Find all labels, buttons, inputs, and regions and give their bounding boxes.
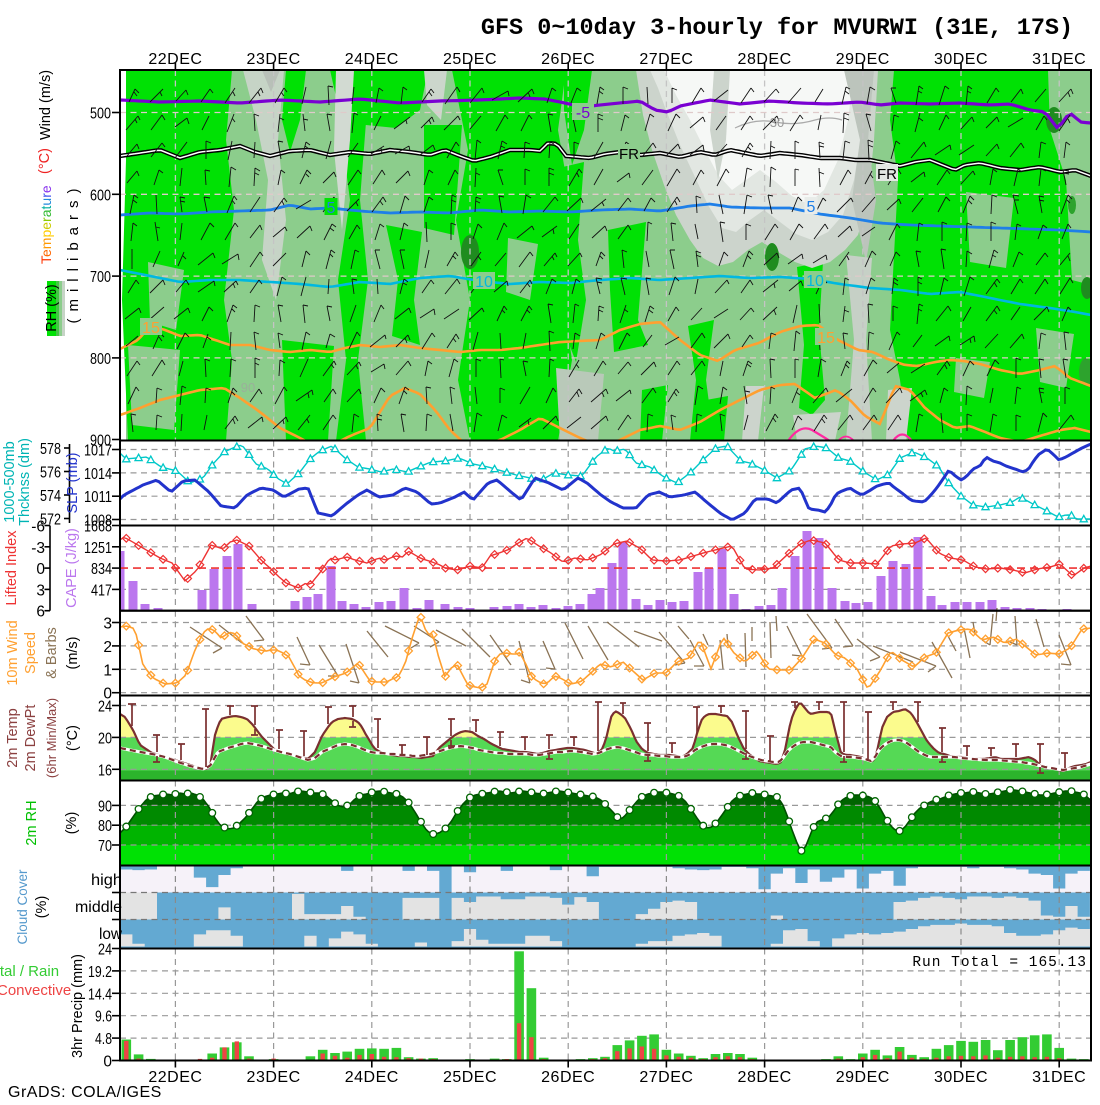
- svg-text:3: 3: [103, 616, 112, 633]
- svg-text:834: 834: [91, 561, 112, 578]
- svg-text:SLP (mb): SLP (mb): [65, 453, 81, 514]
- svg-text:Run Total = 165.13: Run Total = 165.13: [912, 955, 1087, 971]
- svg-text:29DEC: 29DEC: [836, 1069, 890, 1086]
- svg-text:23DEC: 23DEC: [247, 51, 301, 68]
- svg-text:Total / Rain: Total / Rain: [0, 963, 59, 980]
- svg-text:9.6: 9.6: [95, 1009, 112, 1026]
- svg-text:(%): (%): [34, 896, 50, 919]
- svg-text:28DEC: 28DEC: [738, 51, 792, 68]
- svg-text:1011: 1011: [84, 489, 112, 506]
- svg-text:576: 576: [40, 465, 61, 482]
- svg-text:Temperature: Temperature: [38, 185, 54, 264]
- svg-text:10m Wind: 10m Wind: [5, 620, 21, 685]
- svg-text:5: 5: [327, 200, 336, 217]
- svg-text:1014: 1014: [84, 466, 112, 483]
- svg-text:RH (%): RH (%): [44, 284, 60, 332]
- svg-text:Wind (m/s): Wind (m/s): [38, 70, 54, 140]
- svg-text:10: 10: [475, 274, 493, 291]
- svg-text:1017: 1017: [84, 443, 112, 460]
- svg-text:24DEC: 24DEC: [345, 1069, 399, 1086]
- svg-text:1000-500mb: 1000-500mb: [2, 441, 18, 522]
- svg-text:CAPE (J/kg): CAPE (J/kg): [64, 528, 80, 608]
- svg-text:14.4: 14.4: [88, 986, 112, 1003]
- svg-text:1251: 1251: [84, 540, 112, 557]
- svg-text:27DEC: 27DEC: [639, 51, 693, 68]
- svg-text:2m Temp: 2m Temp: [5, 708, 21, 767]
- svg-text:578: 578: [40, 441, 61, 458]
- svg-text:(%): (%): [64, 812, 80, 835]
- svg-text:3: 3: [36, 582, 45, 599]
- svg-text:middle: middle: [75, 899, 122, 916]
- svg-text:30DEC: 30DEC: [934, 1069, 988, 1086]
- svg-text:600: 600: [90, 187, 111, 204]
- svg-text:2m RH: 2m RH: [24, 800, 40, 845]
- svg-text:31DEC: 31DEC: [1032, 1069, 1086, 1086]
- svg-text:25DEC: 25DEC: [443, 51, 497, 68]
- svg-text:1668: 1668: [84, 519, 112, 536]
- svg-text:(°C): (°C): [65, 725, 81, 751]
- svg-text:-5: -5: [576, 105, 590, 122]
- svg-text:500: 500: [90, 106, 111, 123]
- svg-text:22DEC: 22DEC: [148, 51, 202, 68]
- svg-text:700: 700: [90, 269, 111, 286]
- svg-text:90: 90: [98, 798, 112, 815]
- svg-text:0: 0: [36, 561, 45, 578]
- svg-text:6: 6: [36, 604, 45, 621]
- svg-text:417: 417: [91, 582, 112, 599]
- svg-text:Cloud Cover: Cloud Cover: [15, 869, 30, 945]
- svg-text:(6hr Min/Max): (6hr Min/Max): [44, 698, 59, 778]
- svg-text:4.8: 4.8: [95, 1031, 112, 1048]
- svg-text:24DEC: 24DEC: [345, 51, 399, 68]
- svg-text:24: 24: [98, 699, 112, 716]
- svg-text:GrADS: COLA/IGES: GrADS: COLA/IGES: [8, 1084, 162, 1100]
- svg-text:90: 90: [241, 380, 255, 395]
- svg-text:0: 0: [103, 1054, 112, 1071]
- svg-text:(°C): (°C): [37, 148, 53, 174]
- svg-text:Convective: Convective: [0, 982, 71, 999]
- svg-text:2m DewPt: 2m DewPt: [23, 705, 39, 772]
- svg-text:28DEC: 28DEC: [738, 1069, 792, 1086]
- svg-text:-6: -6: [31, 519, 45, 536]
- svg-text:3hr Precip (mm): 3hr Precip (mm): [70, 954, 86, 1058]
- svg-text:high: high: [91, 872, 122, 889]
- svg-text:70: 70: [98, 838, 112, 855]
- svg-text:-3: -3: [31, 540, 45, 557]
- svg-text:Lifted Index: Lifted Index: [4, 530, 20, 606]
- svg-text:5: 5: [807, 199, 816, 216]
- svg-text:31DEC: 31DEC: [1032, 51, 1086, 68]
- svg-text:30: 30: [770, 115, 784, 130]
- svg-text:& Barbs: & Barbs: [44, 627, 60, 679]
- svg-text:1: 1: [103, 662, 112, 679]
- svg-text:24: 24: [98, 942, 112, 959]
- svg-text:80: 80: [98, 818, 112, 835]
- svg-text:800: 800: [90, 351, 111, 368]
- svg-text:GFS 0~10day 3-hourly for MVURW: GFS 0~10day 3-hourly for MVURWI (31E, 17…: [481, 15, 1073, 42]
- svg-text:FR: FR: [877, 166, 897, 183]
- svg-text:29DEC: 29DEC: [836, 51, 890, 68]
- svg-text:2: 2: [103, 639, 112, 656]
- svg-text:30DEC: 30DEC: [934, 51, 988, 68]
- svg-text:23DEC: 23DEC: [247, 1069, 301, 1086]
- svg-text:15: 15: [142, 320, 160, 337]
- svg-text:26DEC: 26DEC: [541, 51, 595, 68]
- svg-text:Thcknss (dm): Thcknss (dm): [17, 438, 33, 526]
- svg-text:15: 15: [817, 330, 835, 347]
- svg-text:20: 20: [98, 730, 112, 747]
- svg-text:10: 10: [806, 273, 824, 290]
- svg-text:19.2: 19.2: [88, 964, 112, 981]
- svg-text:Speed: Speed: [23, 632, 39, 674]
- svg-text:26DEC: 26DEC: [541, 1069, 595, 1086]
- svg-text:25DEC: 25DEC: [443, 1069, 497, 1086]
- svg-text:FR: FR: [619, 146, 639, 163]
- svg-text:574: 574: [40, 488, 61, 505]
- svg-text:(m/s): (m/s): [65, 636, 81, 669]
- svg-text:16: 16: [98, 762, 112, 779]
- svg-text:27DEC: 27DEC: [639, 1069, 693, 1086]
